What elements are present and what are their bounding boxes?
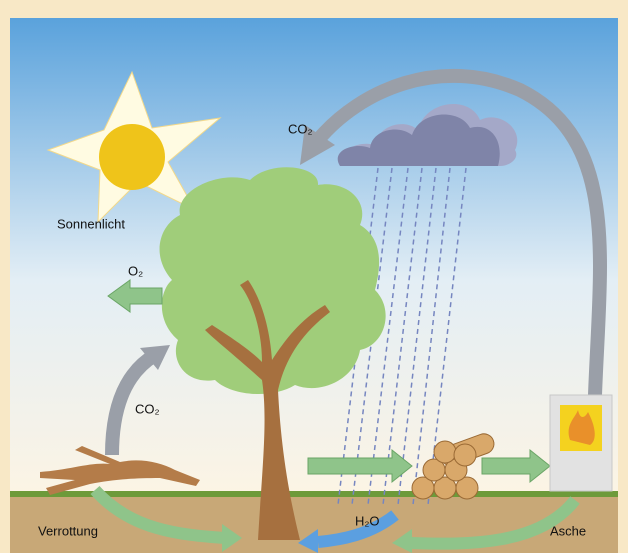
ash-label: Asche — [550, 523, 586, 538]
logs-part — [454, 444, 476, 466]
logs-part — [434, 441, 456, 463]
co2-left-label: CO₂ — [135, 401, 160, 416]
sun-part — [99, 124, 165, 190]
sun-label: Sonnenlicht — [57, 216, 125, 231]
carbon-cycle-diagram: CO₂ Sonnenlicht O₂ CO₂ Verrottung H₂O As… — [0, 0, 628, 553]
h2o-label: H₂O — [355, 513, 380, 528]
o2-label: O₂ — [128, 263, 143, 278]
co2-top-label: CO₂ — [288, 121, 313, 136]
stove — [550, 395, 612, 491]
rot-label: Verrottung — [38, 523, 98, 538]
